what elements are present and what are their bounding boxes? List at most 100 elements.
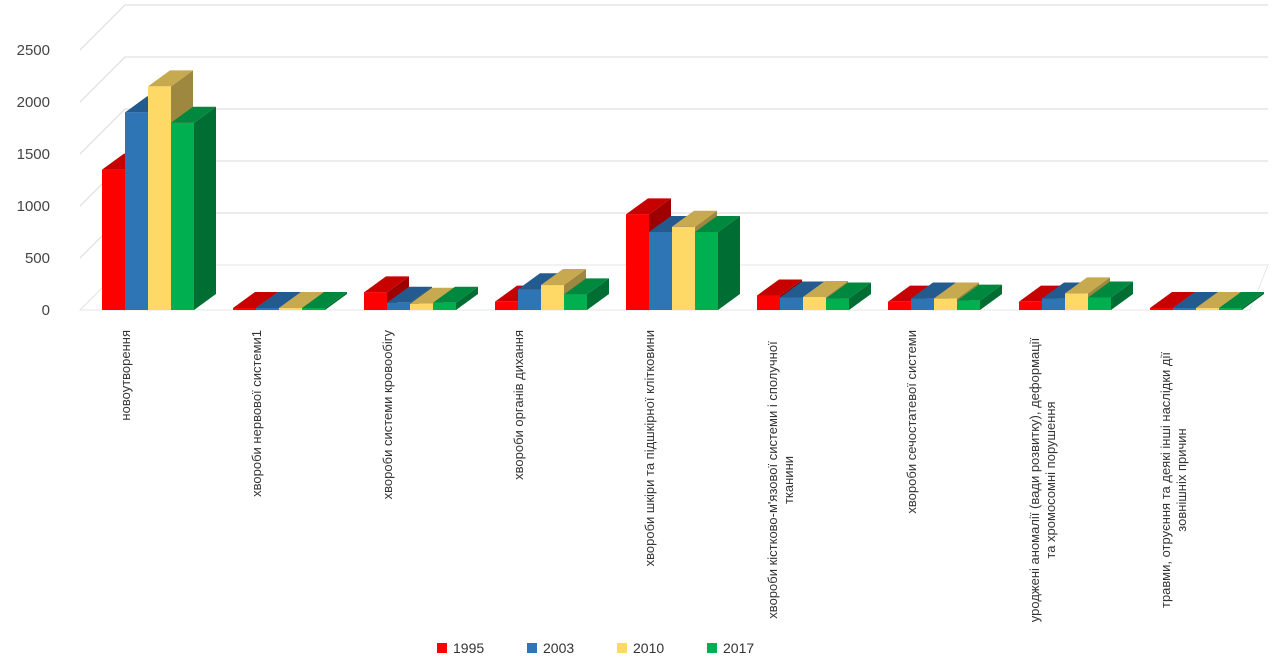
legend: 1995 2003 2010 2017 <box>0 640 1280 660</box>
bar-front <box>518 289 541 310</box>
bar-side <box>980 284 1002 310</box>
bar-2017-0 <box>171 106 216 310</box>
gridline <box>79 56 1268 103</box>
bar-side <box>456 286 478 310</box>
bar-front <box>803 297 826 310</box>
bar-front <box>233 308 256 310</box>
legend-swatch <box>707 643 717 653</box>
bar-front <box>780 297 803 310</box>
bar-top <box>1196 292 1241 308</box>
bar-top <box>279 292 324 308</box>
bar-top <box>233 292 278 308</box>
bars <box>102 70 1264 311</box>
bar-top <box>171 106 216 123</box>
y-tick-label: 500 <box>25 250 50 267</box>
bar-top <box>518 273 563 290</box>
legend-swatch <box>437 643 447 653</box>
bar-side <box>1111 281 1133 310</box>
bar-front <box>1150 308 1173 310</box>
bar-side <box>1242 292 1264 310</box>
legend-item-2003: 2003 <box>527 640 574 656</box>
bar-2017-1 <box>302 292 347 310</box>
bar-top <box>826 282 871 299</box>
bar-front <box>410 303 433 310</box>
bar-front <box>649 232 672 310</box>
bar-2017-8 <box>1219 292 1264 310</box>
legend-label: 2003 <box>543 640 575 656</box>
bar-front <box>387 302 410 310</box>
bar-2017-2 <box>433 286 478 310</box>
bar-front <box>695 232 718 310</box>
legend-label: 2010 <box>633 640 665 656</box>
bar-front <box>279 308 302 310</box>
legend-item-2010: 2010 <box>617 640 664 656</box>
bar-top <box>148 70 193 87</box>
legend-label: 2017 <box>723 640 755 656</box>
category-label: уроджені аномалії (вади розвитку), дефор… <box>1027 337 1042 622</box>
bar-top <box>433 286 478 303</box>
bar-side <box>325 292 347 310</box>
bar-top <box>672 210 717 227</box>
bar-top <box>780 281 825 298</box>
category-label: хвороби сечостатевої системи <box>904 330 919 514</box>
y-tick-label: 2000 <box>17 94 50 111</box>
bar-front <box>1173 308 1196 310</box>
bar-top <box>1150 292 1195 308</box>
y-tick-label: 2500 <box>17 42 50 59</box>
bar-front <box>826 298 849 310</box>
bar-top <box>757 279 802 296</box>
bar-front <box>171 122 194 310</box>
bar-top <box>626 198 671 215</box>
gridline <box>79 4 1268 51</box>
bar-top <box>364 276 409 293</box>
y-tick-label: 1500 <box>17 146 50 163</box>
bar-top <box>1173 292 1218 308</box>
bar-front <box>957 300 980 310</box>
bar-front <box>672 226 695 310</box>
bar-top <box>256 292 301 308</box>
bar-front <box>541 285 564 310</box>
category-label: та хромосомні порушення <box>1043 401 1058 558</box>
bar-top <box>1065 277 1110 294</box>
bar-front <box>364 292 387 310</box>
bar-front <box>1019 301 1042 310</box>
bar-front <box>1088 297 1111 310</box>
bar-top <box>564 278 609 295</box>
category-label: хвороби системи кровообігу <box>380 330 395 500</box>
bar-2017-4 <box>695 216 740 310</box>
y-axis-ticks: 0 500 1000 1500 2000 2500 <box>17 42 50 319</box>
category-label: зовнішніх причин <box>1174 428 1189 531</box>
bar-front <box>888 301 911 310</box>
bar-front <box>564 294 587 310</box>
legend-item-1995: 1995 <box>437 640 484 656</box>
legend-item-2017: 2017 <box>707 640 754 656</box>
bar-front <box>934 298 957 310</box>
bar-top <box>410 287 455 304</box>
gridline <box>79 108 1268 155</box>
bar-side <box>718 216 740 310</box>
bar-front <box>256 308 279 310</box>
bar-top <box>911 282 956 299</box>
bar-front <box>626 214 649 310</box>
category-labels: новоутворення хвороби нервової системи1 хв… <box>118 330 1189 623</box>
bar-2017-5 <box>826 282 871 310</box>
bar-front <box>757 295 780 310</box>
bar-front <box>302 308 325 310</box>
bar-front <box>102 169 125 310</box>
bar-top <box>803 281 848 297</box>
bar-top <box>957 284 1002 301</box>
bar-2017-6 <box>957 284 1002 310</box>
bar-side <box>849 282 871 310</box>
bar-front <box>148 86 171 311</box>
bar-front <box>1196 308 1219 310</box>
gridline <box>79 160 1268 207</box>
bar-top <box>1219 292 1264 308</box>
bar-top <box>387 286 432 303</box>
bar-top <box>1019 285 1064 302</box>
bar-front <box>1065 293 1088 310</box>
category-label: хвороби органів дихання <box>511 330 526 480</box>
legend-label: 1995 <box>453 640 485 656</box>
y-tick-label: 0 <box>42 302 50 319</box>
bar-side <box>194 106 216 310</box>
